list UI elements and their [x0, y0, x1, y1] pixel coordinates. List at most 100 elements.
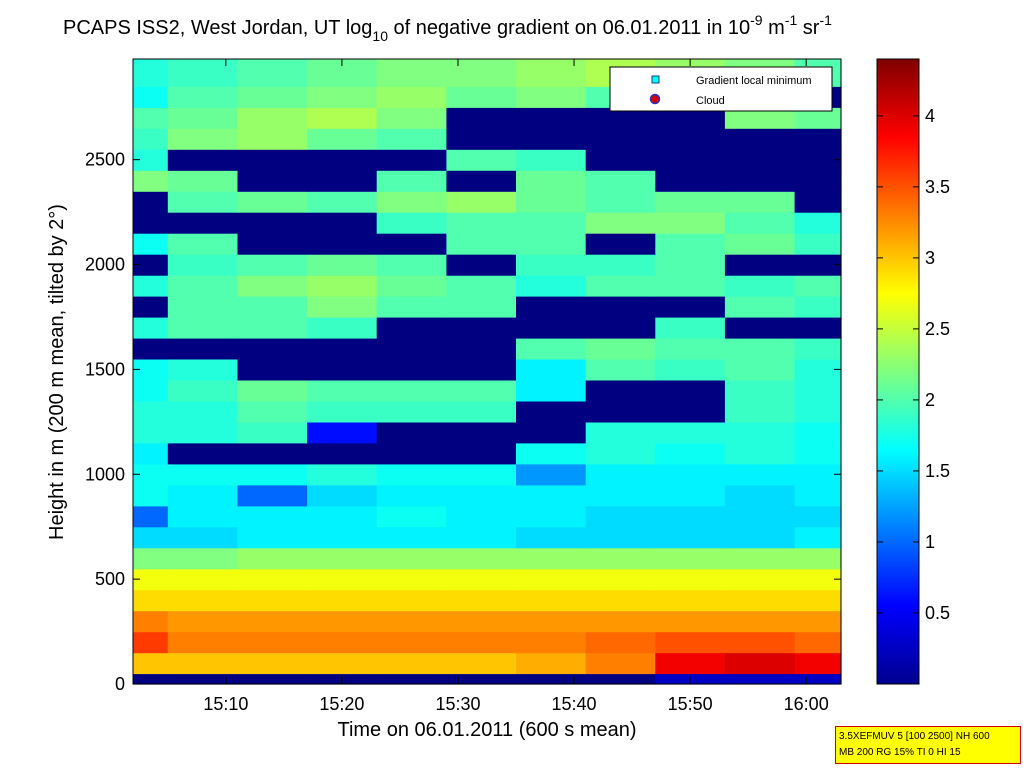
heatmap-cell: [446, 568, 517, 591]
heatmap-cell: [167, 86, 238, 108]
x-axis: 15:10 15:20 15:30 15:40 15:50 16:00: [203, 59, 829, 714]
heatmap-cell: [376, 547, 447, 570]
heatmap-cell: [516, 191, 587, 213]
heatmap-cell: [655, 358, 726, 381]
heatmap-cell: [655, 463, 726, 486]
y-axis-label: Height in m (200 m mean, tilted by 2°): [46, 204, 68, 540]
heatmap-cell: [516, 484, 587, 507]
heatmap-cell: [655, 107, 726, 129]
heatmap-cell: [516, 254, 587, 276]
heatmap-cell: [585, 400, 656, 423]
heatmap-cell: [133, 610, 169, 633]
heatmap-cell: [307, 296, 378, 318]
heatmap-cell: [446, 379, 517, 402]
heatmap-cell: [655, 568, 726, 591]
colorbar-tick-label: 4: [925, 106, 935, 126]
heatmap-cell: [724, 652, 796, 675]
heatmap-cell: [516, 170, 587, 192]
heatmap-cell: [516, 547, 587, 570]
heatmap-cell: [516, 673, 587, 685]
heatmap-cell: [794, 358, 842, 381]
heatmap-cell: [133, 191, 169, 213]
heatmap-cell: [307, 589, 378, 612]
heatmap-cell: [133, 296, 169, 318]
heatmap-cell: [516, 358, 587, 381]
heatmap-cell: [794, 254, 842, 276]
legend-label-cloud: Cloud: [696, 95, 725, 107]
heatmap-cell: [167, 568, 238, 591]
heatmap-cell: [585, 652, 656, 675]
heatmap-cell: [307, 358, 378, 381]
heatmap-cell: [376, 59, 447, 87]
heatmap-cell: [585, 505, 656, 528]
heatmap-cell: [794, 631, 842, 654]
heatmap-cell: [724, 442, 796, 465]
heatmap-cell: [794, 673, 842, 685]
colorbar-tick-label: 0.5: [925, 603, 950, 623]
heatmap-cell: [446, 610, 517, 633]
heatmap-cell: [724, 296, 796, 318]
heatmap-cell: [237, 442, 308, 465]
y-axis: 0 500 1000 1500 2000 2500: [85, 150, 841, 694]
heatmap-cell: [307, 170, 378, 192]
heatmap-cell: [133, 128, 169, 150]
heatmap-cell: [167, 379, 238, 402]
heatmap-cell: [376, 379, 447, 402]
heatmap-cell: [655, 442, 726, 465]
heatmap-cell: [133, 254, 169, 276]
heatmap-cell: [516, 568, 587, 591]
colorbar-tick-label: 3.5: [925, 177, 950, 197]
heatmap-cell: [133, 59, 169, 87]
heatmap-cell: [376, 86, 447, 108]
heatmap-cell: [724, 254, 796, 276]
heatmap-cell: [446, 317, 517, 339]
heatmap-cell: [307, 463, 378, 486]
legend-marker-cloud: [649, 93, 661, 105]
heatmap-cell: [516, 212, 587, 234]
heatmap-cell: [794, 379, 842, 402]
heatmap-cell: [585, 673, 656, 685]
heatmap-cell: [167, 400, 238, 423]
heatmap-cell: [167, 463, 238, 486]
heatmap-cell: [724, 589, 796, 612]
heatmap-cell: [133, 358, 169, 381]
heatmap-cell: [307, 547, 378, 570]
heatmap-cell: [585, 170, 656, 192]
heatmap-cell: [585, 610, 656, 633]
heatmap-cell: [724, 358, 796, 381]
heatmap-cell: [237, 610, 308, 633]
heatmap-cell: [237, 526, 308, 549]
heatmap-cell: [655, 296, 726, 318]
heatmap-cell: [794, 484, 842, 507]
heatmap-cell: [167, 128, 238, 150]
heatmap-cell: [376, 610, 447, 633]
legend-marker-gradient-min: [651, 75, 660, 84]
heatmap-cell: [794, 610, 842, 633]
heatmap-cell: [167, 505, 238, 528]
heatmap-cell: [794, 421, 842, 444]
heatmap-cell: [167, 442, 238, 465]
heatmap-cell: [585, 463, 656, 486]
heatmap-cell: [376, 337, 447, 360]
heatmap-cell: [655, 128, 726, 150]
heatmap-cell: [655, 317, 726, 339]
heatmap-cell: [167, 484, 238, 507]
heatmap-cell: [307, 191, 378, 213]
heatmap-cell: [655, 191, 726, 213]
heatmap-cell: [167, 212, 238, 234]
heatmap-cell: [585, 212, 656, 234]
heatmap-cell: [794, 505, 842, 528]
heatmap-cell: [376, 358, 447, 381]
heatmap-cell: [376, 233, 447, 255]
heatmap-cell: [237, 191, 308, 213]
heatmap-cell: [307, 337, 378, 360]
heatmap-cell: [516, 107, 587, 129]
heatmap-cell: [133, 421, 169, 444]
heatmap-cell: [794, 442, 842, 465]
heatmap-cell: [133, 526, 169, 549]
heatmap-cell: [376, 568, 447, 591]
x-tick-label: 16:00: [784, 694, 829, 714]
heatmap-cell: [237, 505, 308, 528]
heatmap-cell: [655, 610, 726, 633]
heatmap-cell: [307, 317, 378, 339]
